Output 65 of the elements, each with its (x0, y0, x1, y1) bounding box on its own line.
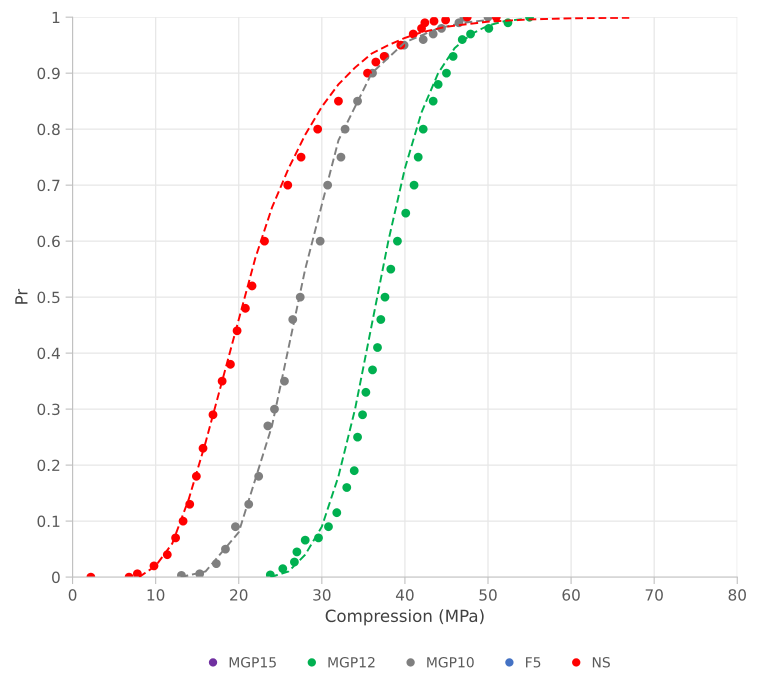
point (428, 96, 438, 106)
legend-label: MGP12 (328, 657, 374, 668)
point (376, 315, 386, 324)
x-tick-label: 80 (728, 589, 746, 601)
point (263, 422, 272, 430)
legend-label: F5 (526, 657, 540, 668)
y-tick-label: 0.2 (37, 460, 60, 472)
point (350, 466, 359, 476)
point (434, 80, 443, 89)
y-axis-title: Pr (15, 288, 28, 304)
point (231, 522, 240, 532)
legend-label: MGP15 (230, 657, 276, 668)
legend-label: NS (592, 657, 610, 668)
point (361, 388, 370, 397)
x-tick-label: 60 (562, 589, 580, 601)
x-tick-label: 50 (479, 589, 497, 601)
point (316, 236, 325, 246)
y-tick-label: 0.1 (37, 516, 60, 528)
x-tick-label: 10 (148, 589, 164, 601)
y-tick-label: 0.3 (37, 404, 60, 416)
point (248, 282, 256, 290)
point (342, 483, 352, 492)
point (442, 68, 451, 78)
point (420, 18, 430, 28)
point (332, 508, 342, 518)
x-tick-label: 70 (646, 589, 663, 601)
point (132, 569, 142, 578)
point (441, 17, 450, 24)
point (313, 124, 322, 134)
point (418, 124, 428, 134)
y-tick-label: 0.5 (37, 292, 60, 304)
y-tick-label: 0 (52, 572, 60, 584)
point (296, 152, 306, 162)
legend-label: MGP10 (427, 657, 474, 668)
point (393, 236, 402, 246)
y-tick-label: 1 (52, 12, 60, 23)
point (324, 522, 333, 532)
x-tick-label: 40 (396, 589, 414, 601)
point (430, 17, 438, 26)
x-tick-label: 0 (68, 589, 76, 601)
point (414, 152, 423, 162)
point (353, 432, 362, 442)
point (300, 536, 310, 545)
y-tick-label: 0.7 (37, 180, 60, 192)
x-tick-label: 20 (230, 589, 248, 601)
y-tick-label: 0.9 (37, 68, 60, 80)
point (418, 35, 428, 44)
point (336, 152, 346, 162)
point (380, 292, 390, 302)
point (358, 410, 367, 420)
point (386, 264, 396, 274)
point (373, 343, 382, 352)
x-tick-label: 30 (313, 589, 331, 601)
point (278, 564, 288, 574)
x-axis-title: Compression (MPa) (326, 609, 484, 626)
y-tick-label: 0.4 (37, 348, 60, 360)
y-tick-label: 0.8 (37, 124, 60, 136)
point (334, 96, 343, 106)
point (368, 366, 377, 374)
point (410, 180, 418, 190)
point (401, 208, 410, 218)
point (283, 180, 292, 190)
point (292, 547, 302, 556)
point (371, 58, 380, 66)
y-tick-label: 0.6 (37, 236, 60, 248)
